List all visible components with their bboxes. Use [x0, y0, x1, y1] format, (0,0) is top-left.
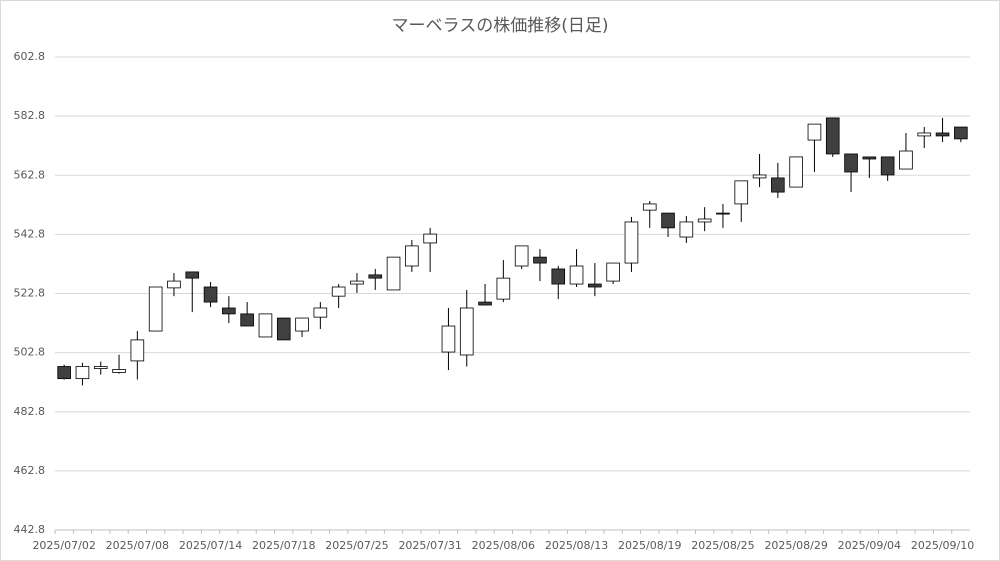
candle-body — [935, 132, 950, 137]
candle-body — [222, 307, 236, 315]
candle-body — [917, 132, 932, 137]
y-tick-label: 482.8 — [14, 405, 46, 418]
candle-body — [331, 286, 346, 297]
candle-body — [624, 221, 639, 264]
candle-body — [533, 256, 547, 264]
x-tick-label: 2025/07/02 — [32, 539, 95, 552]
x-tick-label: 2025/08/25 — [691, 539, 754, 552]
candle-body — [496, 277, 511, 300]
candle-body — [130, 339, 145, 362]
candle-body — [679, 221, 694, 238]
candle-body — [167, 280, 181, 289]
candle-body — [569, 265, 584, 285]
x-tick-label: 2025/07/31 — [398, 539, 461, 552]
candle-body — [57, 366, 71, 380]
candle-body — [148, 286, 163, 332]
y-tick-label: 582.8 — [14, 109, 46, 122]
candle-body — [313, 307, 328, 318]
x-tick-label: 2025/07/25 — [325, 539, 388, 552]
x-tick-label: 2025/07/14 — [179, 539, 242, 552]
candle-body — [441, 325, 456, 353]
y-tick-label: 442.8 — [14, 523, 46, 536]
y-tick-label: 562.8 — [14, 168, 46, 181]
candle-body — [899, 150, 913, 170]
chart-title: マーベラスの株価推移(日足) — [392, 16, 609, 36]
candle-body — [368, 274, 383, 279]
candle-body — [112, 369, 126, 373]
candle-body — [240, 313, 254, 327]
candle-body — [295, 317, 309, 332]
candle-body — [697, 218, 712, 223]
candle-body — [276, 317, 291, 341]
x-tick-label: 2025/09/04 — [838, 539, 901, 552]
candle-body — [478, 301, 492, 306]
candle-body — [93, 366, 108, 369]
candle-body — [551, 268, 566, 285]
candle-body — [588, 283, 602, 288]
candle-body — [386, 256, 401, 291]
x-tick-label: 2025/08/19 — [618, 539, 681, 552]
candle-body — [734, 180, 749, 205]
y-tick-label: 462.8 — [14, 464, 46, 477]
x-tick-label: 2025/07/08 — [106, 539, 169, 552]
candle-body — [807, 123, 822, 141]
candle-body — [185, 271, 200, 279]
candle-body — [423, 233, 437, 244]
candle-body — [716, 212, 730, 215]
x-tick-label: 2025/08/06 — [472, 539, 535, 552]
y-tick-label: 602.8 — [14, 50, 46, 63]
candle-body — [258, 313, 273, 338]
candle-body — [844, 153, 858, 173]
candle-body — [789, 156, 803, 188]
y-tick-label: 542.8 — [14, 227, 46, 240]
candle-body — [75, 366, 90, 380]
x-tick-label: 2025/08/29 — [764, 539, 827, 552]
candle-body — [661, 212, 675, 229]
candle-body — [954, 126, 968, 140]
candle-body — [752, 174, 767, 179]
y-tick-label: 522.8 — [14, 287, 46, 300]
candle-body — [203, 286, 218, 303]
candle-body — [862, 156, 877, 160]
candle-body — [459, 307, 474, 356]
candle-body — [606, 262, 620, 282]
candle-body — [825, 117, 840, 155]
x-tick-label: 2025/09/10 — [911, 539, 974, 552]
candle-body — [405, 245, 419, 267]
x-tick-label: 2025/07/18 — [252, 539, 315, 552]
x-tick-label: 2025/08/13 — [545, 539, 608, 552]
candle-body — [771, 177, 785, 193]
y-tick-label: 502.8 — [14, 346, 46, 359]
candle-body — [642, 203, 657, 211]
candle-body — [514, 245, 529, 267]
candle-body — [880, 156, 895, 176]
candle-body — [350, 280, 364, 285]
